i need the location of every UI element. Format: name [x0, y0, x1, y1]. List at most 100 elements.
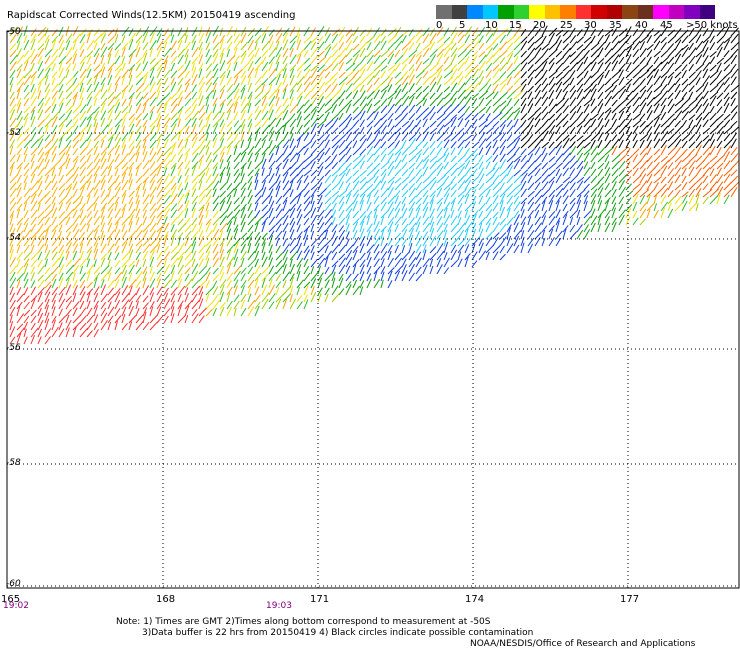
wind-barb — [436, 140, 443, 149]
wind-barb — [471, 260, 478, 268]
wind-barb — [730, 76, 737, 86]
wind-barb — [51, 278, 57, 289]
wind-barb — [107, 83, 112, 93]
wind-barb — [93, 180, 101, 191]
wind-barb — [660, 144, 667, 156]
wind-barb — [408, 42, 415, 51]
wind-barb — [212, 195, 220, 205]
wind-barb — [163, 245, 169, 254]
wind-barb — [275, 281, 282, 289]
wind-barb — [254, 90, 264, 100]
wind-barb — [555, 153, 564, 163]
wind-barb — [100, 257, 106, 268]
wind-barb — [646, 203, 655, 212]
wind-barb — [303, 249, 310, 261]
wind-barb — [450, 183, 458, 191]
wind-barb — [576, 56, 586, 65]
wind-barb — [163, 138, 169, 149]
wind-barb — [128, 243, 134, 254]
wind-barb — [562, 126, 570, 135]
wind-barb — [282, 264, 287, 275]
wind-barb — [422, 76, 431, 86]
wind-barb — [338, 264, 346, 275]
wind-barb — [394, 200, 402, 212]
wind-barb — [394, 190, 401, 198]
wind-barb — [37, 251, 43, 261]
wind-barb — [338, 154, 346, 163]
wind-barb — [254, 258, 259, 268]
wind-barb — [51, 174, 57, 184]
wind-barb — [65, 284, 72, 296]
wind-barb — [338, 201, 345, 212]
wind-barb — [72, 195, 81, 205]
wind-barb — [688, 166, 695, 177]
wind-barb — [415, 98, 426, 107]
wind-barb — [107, 301, 112, 310]
wind-barb — [114, 308, 121, 317]
scale-swatch — [684, 5, 700, 19]
wind-barb — [268, 34, 274, 44]
wind-barb — [303, 258, 309, 268]
wind-barb — [275, 167, 280, 177]
wind-barb — [387, 267, 395, 275]
wind-barb — [156, 62, 164, 72]
wind-barb — [520, 236, 525, 247]
wind-barb — [177, 273, 183, 282]
wind-barb — [324, 287, 330, 296]
wind-speed-color-scale — [436, 5, 715, 19]
wind-barb — [618, 63, 626, 72]
wind-barb — [23, 315, 30, 324]
wind-barb — [380, 49, 390, 58]
wind-barb — [268, 103, 274, 114]
wind-barb — [275, 27, 283, 37]
wind-barb — [345, 40, 353, 51]
wind-barb — [548, 176, 556, 184]
wind-barb — [261, 124, 270, 135]
wind-barb — [464, 34, 471, 44]
wind-barb — [436, 197, 444, 205]
wind-barb — [625, 204, 633, 212]
wind-barb — [380, 180, 387, 191]
wind-barb — [240, 203, 247, 212]
wind-barb — [331, 285, 339, 296]
wind-barb — [674, 154, 683, 163]
wind-barb — [296, 111, 302, 121]
wind-barb — [408, 168, 415, 177]
wind-barb — [317, 182, 323, 191]
wind-barb — [394, 97, 402, 107]
wind-barb — [121, 117, 126, 128]
wind-barb — [534, 62, 544, 72]
wind-barb — [597, 200, 603, 212]
wind-barb — [205, 271, 211, 282]
wind-barb — [331, 33, 339, 44]
wind-barb — [338, 105, 347, 114]
wind-barb — [373, 63, 383, 72]
wind-barb — [303, 189, 310, 198]
wind-barb — [107, 96, 116, 107]
wind-barb — [219, 47, 225, 58]
wind-barb — [324, 293, 329, 303]
wind-barb — [590, 175, 598, 184]
wind-barb — [548, 131, 555, 142]
wind-barb — [310, 188, 318, 198]
wind-barb — [268, 251, 273, 261]
wind-barb — [51, 131, 57, 142]
wind-barb — [352, 236, 360, 247]
wind-barb — [23, 106, 31, 114]
wind-barb — [296, 104, 305, 114]
wind-barb — [268, 90, 277, 100]
wind-barb — [205, 76, 214, 86]
wind-barb — [590, 54, 599, 65]
wind-barb — [359, 252, 366, 261]
wind-barb — [632, 49, 640, 58]
wind-barb — [184, 267, 191, 275]
wind-barb — [233, 307, 237, 317]
wind-barb — [373, 33, 381, 44]
wind-barb — [156, 40, 164, 51]
wind-barb — [212, 274, 220, 282]
wind-barb — [16, 279, 21, 289]
wind-barb — [597, 146, 606, 156]
wind-barb — [429, 168, 437, 177]
wind-barb — [212, 76, 219, 86]
wind-barb — [289, 229, 295, 240]
